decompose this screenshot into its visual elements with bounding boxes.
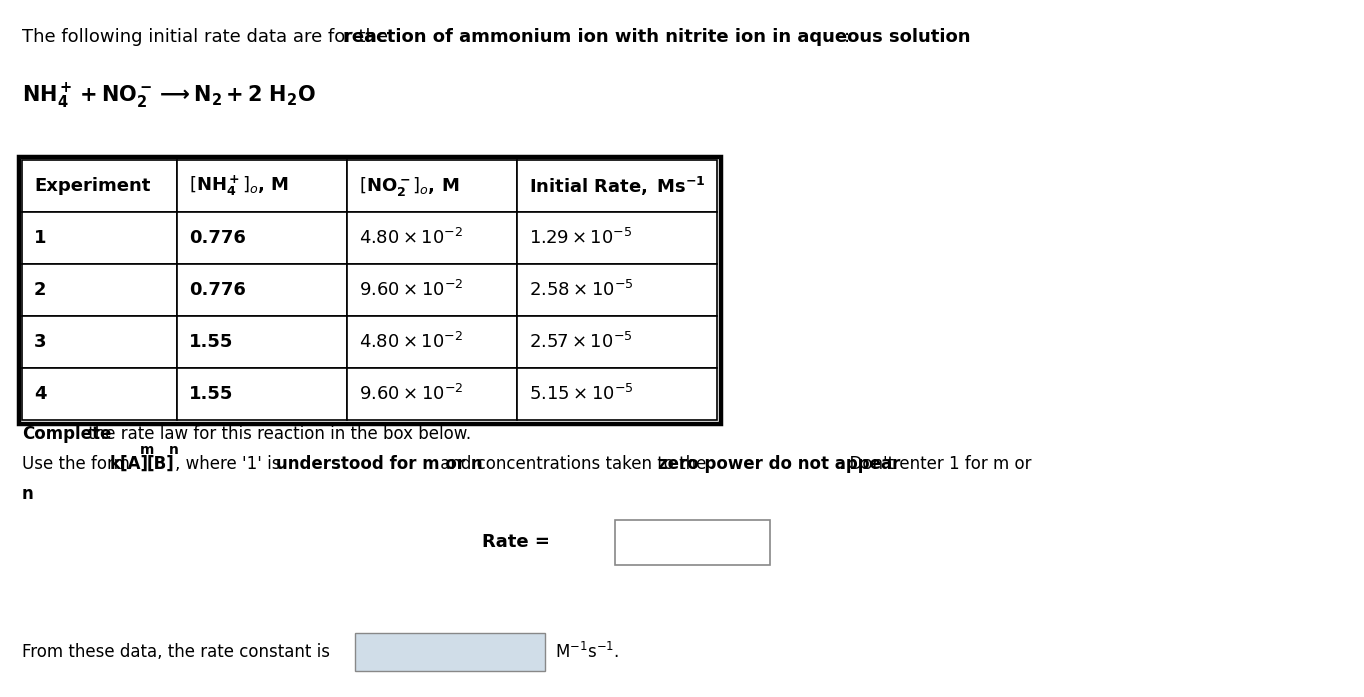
Bar — [517, 212, 717, 264]
Bar — [346, 212, 517, 264]
Bar — [22, 264, 177, 316]
Text: understood for m or n: understood for m or n — [277, 455, 483, 473]
Bar — [517, 368, 717, 420]
Text: . Don't enter 1 for m or: . Don't enter 1 for m or — [839, 455, 1031, 473]
Text: Complete: Complete — [22, 425, 112, 443]
Text: $1.29\times10^{-5}$: $1.29\times10^{-5}$ — [529, 228, 633, 248]
Text: $4.80\times10^{-2}$: $4.80\times10^{-2}$ — [359, 228, 462, 248]
Text: $[\mathbf{NO_2^-}]_o$, M: $[\mathbf{NO_2^-}]_o$, M — [359, 174, 460, 197]
Text: 1.55: 1.55 — [190, 333, 233, 351]
Text: m: m — [140, 443, 154, 457]
Text: reaction of ammonium ion with nitrite ion in aqueous solution: reaction of ammonium ion with nitrite io… — [344, 28, 971, 46]
Bar — [346, 316, 517, 368]
Bar — [18, 156, 722, 424]
Text: , where '1' is: , where '1' is — [175, 455, 286, 473]
Text: 2: 2 — [34, 281, 46, 299]
Text: :: : — [843, 28, 850, 46]
Bar — [615, 519, 771, 565]
Text: $\mathbf{NH_4^+ + NO_2^- \longrightarrow N_2 + 2\ H_2O}$: $\mathbf{NH_4^+ + NO_2^- \longrightarrow… — [22, 82, 316, 112]
Bar — [346, 368, 517, 420]
Bar — [22, 212, 177, 264]
Bar — [517, 264, 717, 316]
Text: $2.57\times10^{-5}$: $2.57\times10^{-5}$ — [529, 332, 633, 352]
Bar — [346, 160, 517, 212]
Text: $\mathbf{Initial\ Rate,\ Ms^{-1}}$: $\mathbf{Initial\ Rate,\ Ms^{-1}}$ — [529, 174, 705, 197]
Text: $5.15\times10^{-5}$: $5.15\times10^{-5}$ — [529, 384, 634, 404]
Text: From these data, the rate constant is: From these data, the rate constant is — [22, 643, 330, 661]
Text: $4.80\times10^{-2}$: $4.80\times10^{-2}$ — [359, 332, 462, 352]
Bar — [177, 160, 346, 212]
Text: $9.60\times10^{-2}$: $9.60\times10^{-2}$ — [359, 384, 464, 404]
Text: n: n — [169, 443, 179, 457]
Text: Use the form: Use the form — [22, 455, 135, 473]
Text: Experiment: Experiment — [34, 177, 150, 195]
Bar — [177, 212, 346, 264]
Text: k[A]: k[A] — [109, 455, 149, 473]
Text: zero power do not appear: zero power do not appear — [657, 455, 900, 473]
Text: 3: 3 — [34, 333, 46, 351]
Text: $\mathrm{M^{-1}s^{-1}}$.: $\mathrm{M^{-1}s^{-1}}$. — [555, 642, 619, 662]
Text: 1: 1 — [34, 229, 46, 247]
Bar — [346, 264, 517, 316]
Text: 4: 4 — [34, 385, 46, 403]
Bar — [355, 633, 546, 671]
Text: $9.60\times10^{-2}$: $9.60\times10^{-2}$ — [359, 280, 464, 300]
Text: $2.58\times10^{-5}$: $2.58\times10^{-5}$ — [529, 280, 634, 300]
Bar — [177, 264, 346, 316]
Text: 0.776: 0.776 — [190, 229, 246, 247]
Bar — [177, 368, 346, 420]
Bar — [20, 158, 719, 422]
Text: the rate law for this reaction in the box below.: the rate law for this reaction in the bo… — [83, 425, 471, 443]
Text: The following initial rate data are for the: The following initial rate data are for … — [22, 28, 394, 46]
Text: [B]: [B] — [146, 455, 175, 473]
Bar — [22, 160, 177, 212]
Bar — [22, 368, 177, 420]
Text: n: n — [22, 485, 34, 503]
Bar — [517, 316, 717, 368]
Text: and concentrations taken to the: and concentrations taken to the — [435, 455, 712, 473]
Bar — [22, 316, 177, 368]
Bar — [177, 316, 346, 368]
Bar — [517, 160, 717, 212]
Text: $[\mathbf{NH_4^+}]_o$, M: $[\mathbf{NH_4^+}]_o$, M — [190, 174, 289, 198]
Text: Rate =: Rate = — [481, 533, 550, 551]
Text: 0.776: 0.776 — [190, 281, 246, 299]
Text: 1.55: 1.55 — [190, 385, 233, 403]
